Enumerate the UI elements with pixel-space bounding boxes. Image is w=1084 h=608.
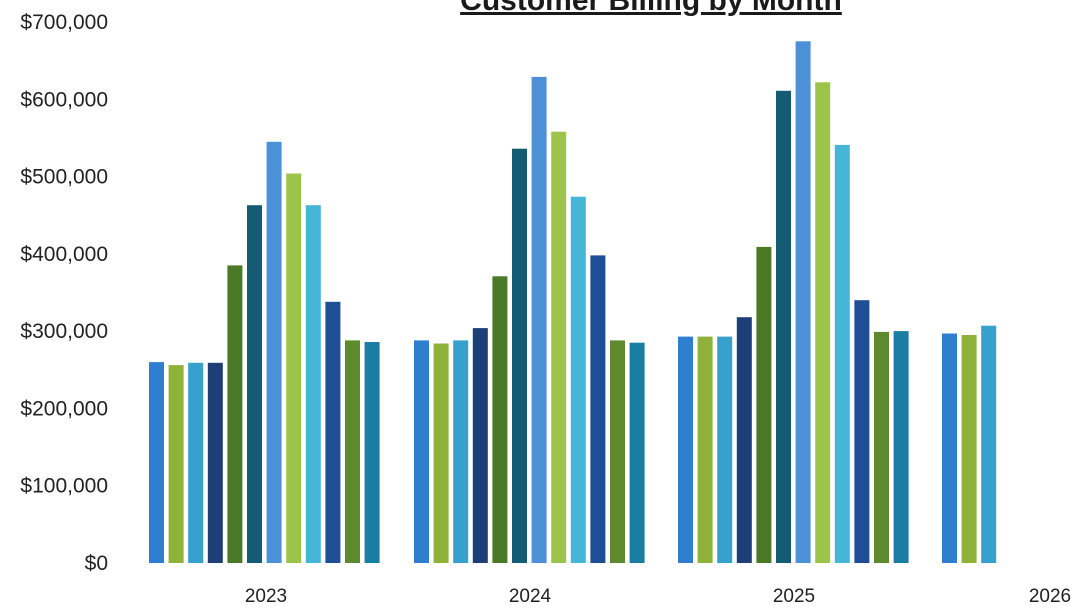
bar-2024-month-4 — [472, 328, 488, 563]
bar-2025-month-9 — [834, 144, 850, 563]
x-tick-label-2026: 2026 — [1029, 586, 1071, 607]
bar-2025-month-8 — [815, 82, 831, 564]
x-tick-label-2023: 2023 — [245, 586, 287, 607]
bar-2024-month-6 — [512, 148, 527, 563]
y-tick-label: $200,000 — [20, 397, 108, 420]
chart-title: Customer Billing by Month — [460, 0, 842, 17]
y-tick-label: $500,000 — [20, 166, 108, 189]
bar-2024-month-5 — [492, 276, 508, 563]
bar-2024-month-8 — [551, 131, 567, 563]
bar-2023-month-2 — [168, 365, 184, 563]
bar-2026-month-2 — [961, 335, 977, 563]
bar-2025-month-1 — [678, 336, 693, 563]
bar-2023-month-7 — [266, 141, 282, 564]
bar-2023-month-11 — [345, 340, 360, 563]
y-tick-label: $100,000 — [20, 475, 108, 498]
bar-2024-month-9 — [570, 196, 586, 563]
bar-2023-month-1 — [149, 362, 164, 563]
bar-2025-month-5 — [756, 246, 772, 563]
bar-2025-month-12 — [893, 331, 909, 563]
bar-2025-month-10 — [854, 300, 870, 563]
bar-2023-month-9 — [305, 205, 321, 563]
bars — [149, 41, 997, 564]
bar-2023-month-5 — [227, 265, 243, 563]
bar-2025-month-2 — [697, 336, 713, 563]
y-axis: $0 $100,000 $200,000 $300,000 $400,000 $500,0… — [20, 11, 108, 575]
bar-2023-month-3 — [188, 362, 204, 563]
bar-2024-month-3 — [453, 340, 469, 563]
y-tick-label: $600,000 — [20, 88, 108, 111]
y-tick-label: $400,000 — [20, 243, 108, 266]
bar-2023-month-6 — [247, 205, 262, 563]
bar-2025-month-3 — [717, 336, 733, 563]
bar-2024-month-11 — [610, 340, 625, 563]
bar-2026-month-1 — [942, 333, 957, 563]
bar-2025-month-11 — [874, 331, 889, 563]
bar-2023-month-10 — [325, 301, 341, 563]
x-tick-label-2025: 2025 — [773, 586, 815, 607]
bar-2023-month-12 — [364, 342, 380, 563]
bar-2026-month-3 — [981, 325, 997, 563]
bar-2025-month-6 — [776, 90, 791, 564]
bar-2024-month-12 — [629, 342, 645, 563]
x-tick-label-2024: 2024 — [509, 586, 552, 607]
y-tick-label: $0 — [85, 552, 108, 575]
bar-2023-month-8 — [286, 173, 302, 563]
bar-2024-month-1 — [414, 340, 429, 563]
bar-2024-month-7 — [531, 76, 547, 564]
bar-2023-month-4 — [207, 362, 223, 563]
bar-2025-month-4 — [736, 317, 752, 563]
bar-2025-month-7 — [795, 41, 811, 564]
x-axis: 2023 2024 2025 2026 — [245, 586, 1071, 607]
y-tick-label: $300,000 — [20, 320, 108, 343]
y-tick-label: $700,000 — [20, 11, 108, 34]
bar-2024-month-10 — [590, 255, 606, 563]
bar-2024-month-2 — [433, 343, 449, 563]
